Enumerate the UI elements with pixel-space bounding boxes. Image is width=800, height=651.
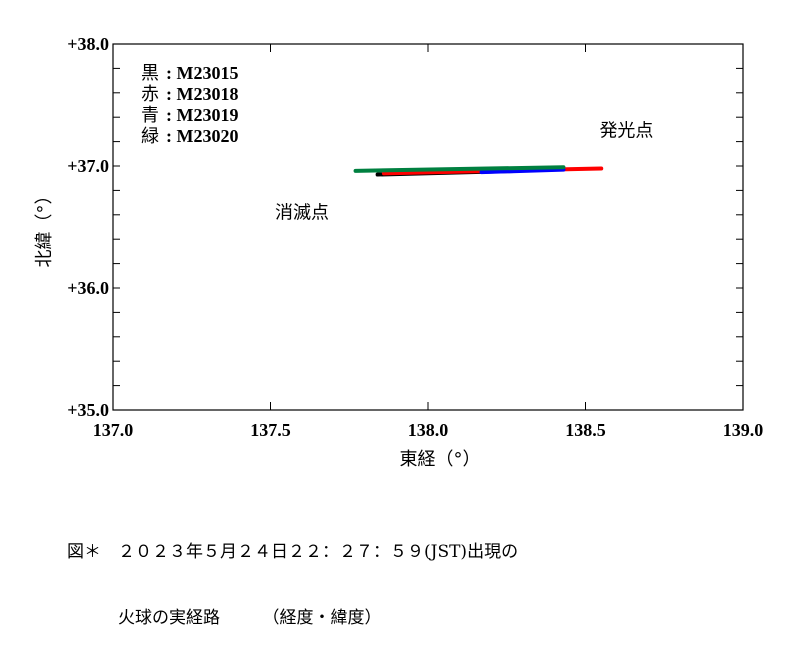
x-axis-title: 東経（°）	[400, 449, 481, 470]
annotation-label: 消滅点	[275, 202, 329, 223]
series-tracks	[353, 165, 604, 177]
legend-color-name: 赤	[141, 84, 159, 105]
x-tick-label: 138.0	[408, 420, 449, 440]
annotation-label: 発光点	[599, 121, 653, 142]
legend-label: : M23019	[166, 105, 238, 125]
y-tick-label: +35.0	[67, 400, 109, 420]
figure-caption: 図＊ ２０２３年５月２４日２２：２７：５９(JST)出現の 火球の実経路 （経度…	[67, 497, 518, 651]
y-tick-labels: +35.0 +36.0 +37.0 +38.0	[67, 34, 109, 420]
x-tick-label: 137.5	[250, 420, 291, 440]
legend-label: : M23020	[166, 126, 238, 146]
axis-ticks	[112, 43, 744, 411]
track-M23019	[479, 167, 566, 175]
legend-color-name: 緑	[141, 126, 159, 147]
x-tick-label: 137.0	[93, 420, 134, 440]
x-tick-labels: 137.0 137.5 138.0 138.5 139.0	[93, 420, 764, 440]
legend-label: : M23018	[166, 84, 238, 104]
caption-line-1: 図＊ ２０２３年５月２４日２２：２７：５９(JST)出現の	[67, 542, 519, 562]
caption-line-2: 火球の実経路 （経度・緯度）	[67, 608, 382, 628]
x-tick-label: 138.5	[565, 420, 606, 440]
legend-color-name: 青	[141, 105, 159, 126]
y-tick-label: +38.0	[67, 34, 109, 54]
track-M23020	[353, 165, 566, 173]
y-tick-label: +36.0	[67, 278, 109, 298]
legend: 黒 : M23015 赤 : M23018 青 : M23019 緑 : M23020	[141, 63, 238, 147]
y-tick-label: +37.0	[67, 156, 109, 176]
legend-label: : M23015	[166, 63, 238, 83]
x-tick-label: 139.0	[723, 420, 764, 440]
fireball-path-chart: 137.0 137.5 138.0 138.5 139.0 +35.0 +36.0 +37.…	[34, 34, 764, 470]
y-axis-title: 北緯（°）	[34, 187, 55, 268]
legend-color-name: 黒	[141, 63, 159, 84]
